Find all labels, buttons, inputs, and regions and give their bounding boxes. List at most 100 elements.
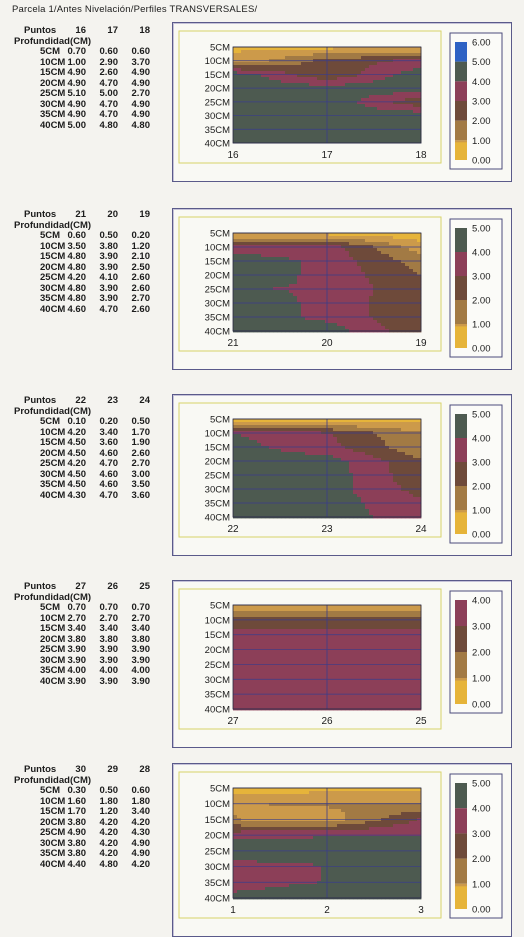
heatmap-cell xyxy=(397,257,401,260)
heatmap-cell xyxy=(297,77,301,80)
heatmap-cell xyxy=(277,50,281,53)
heatmap-cell xyxy=(393,296,397,299)
heatmap-cell xyxy=(341,107,345,110)
heatmap-cell xyxy=(289,122,293,125)
heatmap-cell xyxy=(401,482,405,485)
heatmap-cell xyxy=(269,299,273,302)
heatmap-cell xyxy=(369,56,373,59)
heatmap-cell xyxy=(401,308,405,311)
heatmap-cell xyxy=(377,455,381,458)
heatmap-cell xyxy=(245,77,249,80)
heatmap-cell xyxy=(389,260,393,263)
heatmap-cell xyxy=(333,491,337,494)
heatmap-cell xyxy=(313,89,317,92)
heatmap-cell xyxy=(269,122,273,125)
heatmap-cell xyxy=(329,464,333,467)
heatmap-cell xyxy=(245,476,249,479)
heatmap-cell xyxy=(257,455,261,458)
heatmap-cell xyxy=(233,455,237,458)
heatmap-cell xyxy=(277,122,281,125)
heatmap-cell xyxy=(245,491,249,494)
heatmap-cell xyxy=(393,62,397,65)
heatmap-cell xyxy=(273,83,277,86)
heatmap-cell xyxy=(413,605,417,608)
heatmap-cell xyxy=(269,293,273,296)
heatmap-cell xyxy=(397,68,401,71)
heatmap-cell xyxy=(373,269,377,272)
heatmap-cell xyxy=(305,47,309,50)
heatmap-cell xyxy=(405,326,409,329)
heatmap-cell xyxy=(293,605,297,608)
heatmap-cell xyxy=(385,128,389,131)
heatmap-cell xyxy=(405,509,409,512)
heatmap-cell xyxy=(397,56,401,59)
heatmap-cell xyxy=(277,434,281,437)
heatmap-cell xyxy=(293,425,297,428)
heatmap-cell xyxy=(373,311,377,314)
heatmap-cell xyxy=(233,254,237,257)
heatmap-cell xyxy=(337,605,341,608)
heatmap-cell xyxy=(373,464,377,467)
heatmap-cell xyxy=(273,608,277,611)
heatmap-cell xyxy=(333,50,337,53)
heatmap-cell xyxy=(277,506,281,509)
legend-label: 2.00 xyxy=(472,296,491,307)
heatmap-cell xyxy=(345,326,349,329)
heatmap-cell xyxy=(377,56,381,59)
heatmap-cell xyxy=(349,128,353,131)
heatmap-cell xyxy=(237,278,241,281)
heatmap-cell xyxy=(313,446,317,449)
heatmap-cell xyxy=(369,326,373,329)
heatmap-cell xyxy=(293,305,297,308)
legend-label: 4.00 xyxy=(472,434,491,445)
heatmap-cell xyxy=(233,608,237,611)
heatmap-cell xyxy=(389,419,393,422)
heatmap-cell xyxy=(237,128,241,131)
heatmap-cell xyxy=(281,107,285,110)
heatmap-cell xyxy=(357,77,361,80)
heatmap-cell xyxy=(365,125,369,128)
heatmap-cell xyxy=(345,122,349,125)
heatmap-cell xyxy=(261,290,265,293)
heatmap-cell xyxy=(309,257,313,260)
heatmap-cell xyxy=(309,320,313,323)
heatmap-cell xyxy=(337,482,341,485)
heatmap-cell xyxy=(285,494,289,497)
heatmap-cell xyxy=(377,323,381,326)
heatmap-cell xyxy=(353,134,357,137)
heatmap-cell xyxy=(357,302,361,305)
heatmap-cell xyxy=(297,122,301,125)
heatmap-cell xyxy=(313,503,317,506)
heatmap-cell xyxy=(257,257,261,260)
heatmap-cell xyxy=(373,299,377,302)
heatmap-cell xyxy=(241,77,245,80)
heatmap-cell xyxy=(237,464,241,467)
heatmap-cell xyxy=(269,119,273,122)
heatmap-cell xyxy=(385,296,389,299)
heatmap-cell xyxy=(265,95,269,98)
heatmap-cell xyxy=(357,86,361,89)
heatmap-cell xyxy=(401,275,405,278)
table-cell: 4.30 xyxy=(68,491,87,502)
heatmap-cell xyxy=(321,455,325,458)
heatmap-cell xyxy=(241,464,245,467)
heatmap-cell xyxy=(329,248,333,251)
heatmap-cell xyxy=(313,236,317,239)
heatmap-cell xyxy=(257,110,261,113)
heatmap-cell xyxy=(241,491,245,494)
heatmap-cell xyxy=(381,506,385,509)
heatmap-cell xyxy=(405,122,409,125)
heatmap-cell xyxy=(393,434,397,437)
heatmap-cell xyxy=(305,125,309,128)
heatmap-cell xyxy=(305,326,309,329)
heatmap-cell xyxy=(237,47,241,50)
heatmap-cell xyxy=(381,326,385,329)
heatmap-cell xyxy=(233,320,237,323)
heatmap-cell xyxy=(369,110,373,113)
heatmap-cell xyxy=(405,50,409,53)
heatmap-cell xyxy=(385,452,389,455)
depth-label: 40CM xyxy=(40,677,65,688)
heatmap-cell xyxy=(245,125,249,128)
heatmap-cell xyxy=(333,440,337,443)
